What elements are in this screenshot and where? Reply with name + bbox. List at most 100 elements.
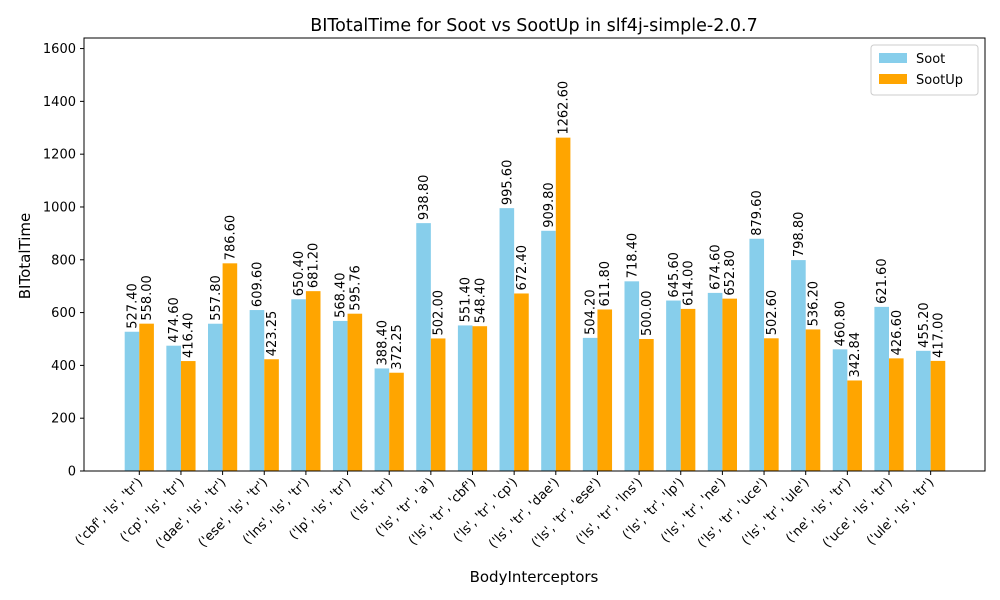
bar-label-soot-2: 557.80 (209, 275, 224, 320)
bar-label-soot-11: 504.20 (584, 289, 599, 335)
bar-label-sootup-15: 502.60 (765, 290, 780, 336)
bar-soot-16 (791, 260, 806, 471)
bar-label-sootup-19: 417.00 (931, 312, 946, 358)
bar-soot-0 (124, 331, 140, 471)
y-tick-label-1000: 1000 (43, 200, 76, 215)
bar-label-soot-9: 995.60 (500, 160, 515, 205)
bar-sootup-3 (264, 359, 279, 471)
bar-label-sootup-0: 558.00 (140, 275, 155, 321)
bar-label-soot-1: 474.60 (167, 297, 182, 343)
bar-sootup-8 (472, 326, 488, 471)
bar-sootup-13 (680, 308, 696, 471)
bar-soot-12 (624, 281, 640, 471)
bar-label-soot-14: 674.60 (709, 244, 724, 290)
bar-label-soot-18: 621.60 (875, 258, 890, 304)
legend-label-sootup: SootUp (916, 73, 963, 88)
bar-label-sootup-9: 672.40 (515, 245, 530, 291)
y-tick-label-1200: 1200 (43, 148, 76, 163)
bar-soot-5 (332, 320, 348, 471)
bar-label-sootup-5: 595.76 (348, 265, 363, 311)
y-tick-label-800: 800 (51, 253, 76, 268)
legend-swatch-soot (879, 53, 907, 63)
bar-soot-2 (208, 323, 223, 471)
bar-label-sootup-13: 614.00 (682, 260, 697, 306)
y-tick-label-0: 0 (68, 465, 76, 480)
legend-label-soot: Soot (916, 52, 945, 67)
bar-sootup-16 (805, 329, 821, 471)
bar-label-sootup-3: 423.25 (265, 311, 280, 357)
bar-soot-6 (374, 368, 390, 471)
bar-label-sootup-7: 502.00 (432, 290, 447, 336)
bar-sootup-0 (139, 323, 154, 471)
bar-soot-10 (541, 230, 556, 471)
bar-label-sootup-10: 1262.60 (557, 81, 572, 135)
bar-label-sootup-14: 652.80 (723, 250, 738, 296)
bar-label-sootup-16: 536.20 (807, 281, 822, 327)
bar-label-soot-10: 909.80 (542, 182, 557, 228)
bar-soot-18 (874, 306, 889, 471)
bar-label-soot-3: 609.60 (250, 262, 265, 308)
bar-soot-1 (166, 345, 181, 471)
bar-sootup-4 (305, 291, 321, 471)
bar-label-soot-7: 938.80 (417, 175, 432, 221)
legend-swatch-sootup (879, 74, 907, 84)
bar-sootup-9 (514, 293, 529, 471)
y-axis-title: BITotalTime (16, 213, 34, 299)
bar-sootup-12 (639, 338, 654, 471)
y-tick-label-1600: 1600 (43, 42, 76, 57)
y-tick-label-200: 200 (51, 412, 76, 427)
bar-label-soot-15: 879.60 (750, 190, 765, 236)
bar-label-soot-12: 718.40 (625, 233, 640, 279)
bar-sootup-15 (764, 338, 779, 471)
bar-label-soot-0: 527.40 (126, 283, 141, 329)
bar-label-soot-13: 645.60 (667, 252, 682, 298)
series-sootup: 558.00 416.40 786.60 423.25 681.20 595.76 372.… (139, 81, 946, 471)
bar-label-soot-17: 460.80 (834, 301, 849, 347)
bar-soot-11 (582, 337, 598, 471)
bar-sootup-1 (180, 361, 196, 471)
bar-soot-7 (416, 223, 431, 471)
bar-soot-19 (916, 350, 931, 471)
legend: Soot SootUp (870, 44, 979, 96)
bar-sootup-18 (889, 358, 904, 471)
bar-label-sootup-6: 372.25 (390, 324, 405, 370)
bar-soot-4 (291, 299, 306, 471)
bar-soot-15 (749, 238, 765, 471)
bar-label-soot-19: 455.20 (917, 302, 932, 348)
bar-label-soot-4: 650.40 (292, 251, 307, 297)
axes-frame (83, 37, 986, 472)
plot-area: 527.40 474.60 557.80 609.60 650.40 568.40 388.… (43, 37, 986, 552)
bar-label-sootup-4: 681.20 (307, 243, 322, 289)
bar-sootup-17 (847, 380, 862, 471)
bar-label-sootup-17: 342.84 (848, 332, 863, 378)
bar-label-sootup-18: 426.60 (890, 310, 905, 356)
bar-soot-17 (832, 349, 848, 471)
bar-soot-8 (457, 325, 473, 471)
bar-label-sootup-11: 611.80 (598, 261, 613, 307)
bar-label-soot-8: 551.40 (459, 277, 474, 323)
y-axis: 0 200 400 600 800 1000 1200 1400 1600 (43, 42, 84, 480)
bar-sootup-10 (555, 137, 571, 471)
bar-soot-13 (666, 300, 681, 471)
bar-label-sootup-1: 416.40 (182, 313, 197, 359)
bar-label-soot-6: 388.40 (375, 320, 390, 366)
y-tick-label-600: 600 (51, 306, 76, 321)
y-tick-label-1400: 1400 (43, 95, 76, 110)
bar-soot-9 (499, 208, 515, 471)
bar-sootup-19 (930, 360, 946, 471)
y-tick-label-400: 400 (51, 359, 76, 374)
bar-soot-3 (249, 310, 265, 471)
bar-sootup-5 (347, 313, 363, 471)
bar-label-sootup-2: 786.60 (223, 215, 238, 261)
bar-label-soot-5: 568.40 (334, 272, 349, 318)
bar-sootup-7 (430, 338, 446, 471)
x-axis-title: BodyInterceptors (470, 568, 599, 586)
bar-sootup-14 (722, 298, 737, 471)
bar-label-soot-16: 798.80 (792, 212, 807, 258)
series-soot: 527.40 474.60 557.80 609.60 650.40 568.40 388.… (124, 160, 932, 471)
bar-sootup-11 (597, 309, 613, 471)
bar-label-sootup-12: 500.00 (640, 290, 655, 336)
x-axis: ('cbf', 'ls', 'tr')('cp', 'ls', 'tr')('d… (73, 471, 937, 552)
